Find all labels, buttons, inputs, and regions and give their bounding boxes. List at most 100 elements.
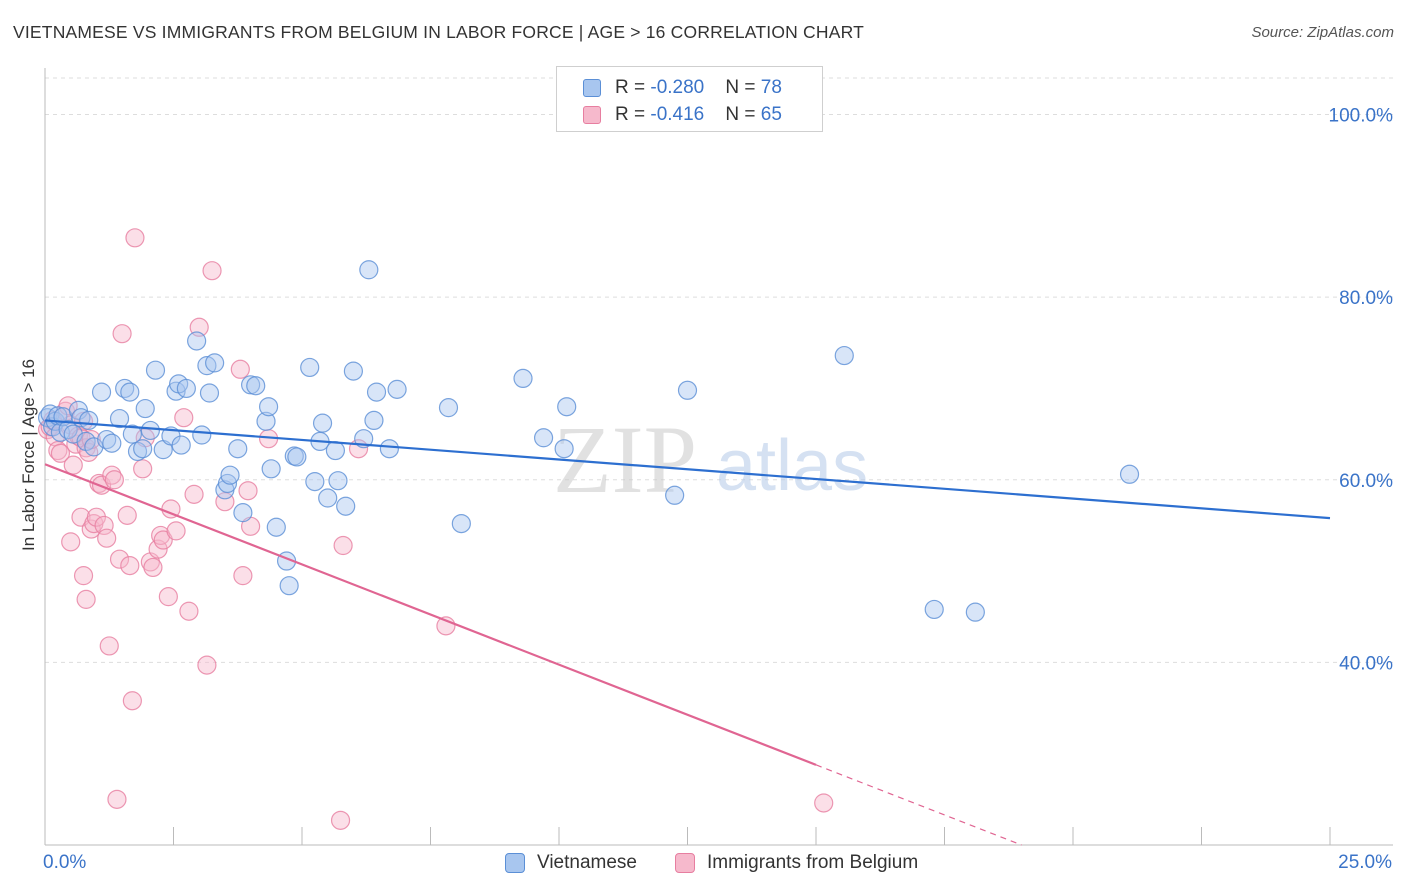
point-belgium: [104, 470, 124, 490]
point-vietnamese: [102, 433, 122, 453]
point-vietnamese: [187, 331, 207, 351]
point-vietnamese: [924, 599, 944, 620]
legend-item-belgium[interactable]: Immigrants from Belgium: [675, 852, 918, 874]
point-vietnamese: [258, 397, 279, 417]
point-vietnamese: [343, 361, 363, 381]
point-vietnamese: [665, 485, 685, 505]
point-belgium: [86, 507, 107, 527]
trend-lines: [44, 419, 1331, 846]
legend-label-vietnamese: Vietnamese: [537, 852, 637, 873]
point-belgium: [112, 324, 132, 344]
point-vietnamese: [279, 576, 299, 596]
legend-r-label: R =: [615, 77, 651, 98]
point-belgium: [50, 443, 71, 463]
point-vietnamese: [1119, 464, 1140, 484]
point-vietnamese: [233, 503, 253, 523]
legend-n-value: 78: [760, 77, 782, 98]
legend-swatch-pink: [583, 106, 601, 124]
point-belgium: [158, 587, 178, 607]
watermark-atlas: atlas: [716, 426, 868, 506]
point-belgium: [143, 557, 163, 578]
x-tick-label-max: 25.0%: [1338, 852, 1392, 873]
point-belgium: [814, 793, 834, 813]
legend-swatch-belgium: [675, 853, 695, 873]
point-vietnamese: [135, 398, 155, 419]
legend-label-belgium: Immigrants from Belgium: [707, 852, 919, 873]
point-vietnamese: [91, 382, 112, 402]
point-vietnamese: [318, 488, 338, 508]
point-vietnamese: [554, 439, 574, 459]
point-belgium: [61, 532, 81, 552]
point-belgium: [184, 484, 204, 504]
legend-r-value: -0.280: [650, 77, 705, 98]
legend-item-vietnamese[interactable]: Vietnamese: [505, 852, 637, 874]
point-belgium: [63, 455, 83, 475]
point-vietnamese: [228, 439, 248, 459]
point-belgium: [117, 505, 137, 525]
point-belgium: [73, 566, 94, 586]
point-vietnamese: [533, 428, 554, 448]
point-vietnamese: [305, 471, 325, 492]
trend-line-vietnamese: [44, 419, 1331, 520]
watermark-zip: ZIP: [553, 406, 697, 513]
point-vietnamese: [513, 368, 533, 389]
point-vietnamese: [438, 398, 459, 418]
point-belgium: [179, 601, 199, 621]
point-vietnamese: [364, 410, 384, 431]
y-tick-label: 40.0%: [1339, 653, 1393, 674]
point-vietnamese: [246, 376, 266, 396]
point-vietnamese: [176, 378, 196, 399]
point-vietnamese: [328, 471, 348, 491]
point-belgium: [107, 789, 127, 809]
point-belgium: [238, 481, 258, 501]
x-tick-label-min: 0.0%: [43, 852, 87, 873]
point-vietnamese: [140, 420, 160, 441]
point-vietnamese: [834, 345, 854, 366]
watermark: ZIP atlas: [553, 406, 868, 513]
point-belgium: [99, 636, 119, 656]
point-vietnamese: [312, 413, 333, 433]
point-belgium: [58, 396, 78, 416]
chart-title: VIETNAMESE VS IMMIGRANTS FROM BELGIUM IN…: [13, 22, 865, 42]
point-vietnamese: [366, 382, 387, 402]
point-vietnamese: [451, 513, 471, 534]
point-vietnamese: [677, 380, 698, 400]
point-vietnamese: [354, 429, 374, 449]
series-legend: Vietnamese Immigrants from Belgium: [0, 852, 1406, 878]
y-tick-label: 80.0%: [1339, 288, 1393, 309]
point-belgium: [48, 440, 68, 461]
legend-row-belgium: R = -0.416 N = 65: [583, 102, 782, 128]
point-vietnamese: [557, 397, 577, 417]
y-tick-labels: 40.0% 60.0% 80.0% 100.0%: [1329, 106, 1394, 675]
trend-line-belgium-extrapolated: [815, 764, 1022, 846]
point-vietnamese: [68, 400, 89, 420]
point-vietnamese: [287, 447, 307, 467]
point-vietnamese: [300, 357, 320, 378]
point-vietnamese: [261, 459, 281, 479]
point-belgium: [330, 810, 351, 830]
point-vietnamese: [965, 602, 985, 622]
point-vietnamese: [171, 435, 191, 455]
point-belgium: [202, 261, 222, 281]
point-vietnamese: [256, 411, 276, 431]
point-vietnamese: [120, 382, 140, 402]
legend-n-label: N =: [725, 104, 761, 125]
point-vietnamese: [192, 425, 212, 445]
point-belgium: [109, 549, 130, 569]
point-vietnamese: [133, 439, 153, 459]
point-belgium: [230, 359, 250, 379]
legend-r-value: -0.416: [650, 104, 705, 125]
legend-row-vietnamese: R = -0.280 N = 78: [583, 75, 782, 101]
point-belgium: [333, 535, 353, 556]
legend-swatch-vietnamese: [505, 853, 525, 873]
point-vietnamese: [197, 356, 217, 376]
point-vietnamese: [359, 260, 379, 280]
y-tick-label: 60.0%: [1339, 471, 1393, 492]
y-tick-label: 100.0%: [1329, 106, 1394, 127]
correlation-legend: R = -0.280 N = 78 R = -0.416 N = 65: [556, 66, 823, 132]
point-vietnamese: [220, 465, 240, 485]
axes: [44, 68, 1393, 846]
point-belgium: [174, 408, 194, 428]
point-belgium: [125, 228, 145, 248]
point-vietnamese: [97, 429, 117, 450]
